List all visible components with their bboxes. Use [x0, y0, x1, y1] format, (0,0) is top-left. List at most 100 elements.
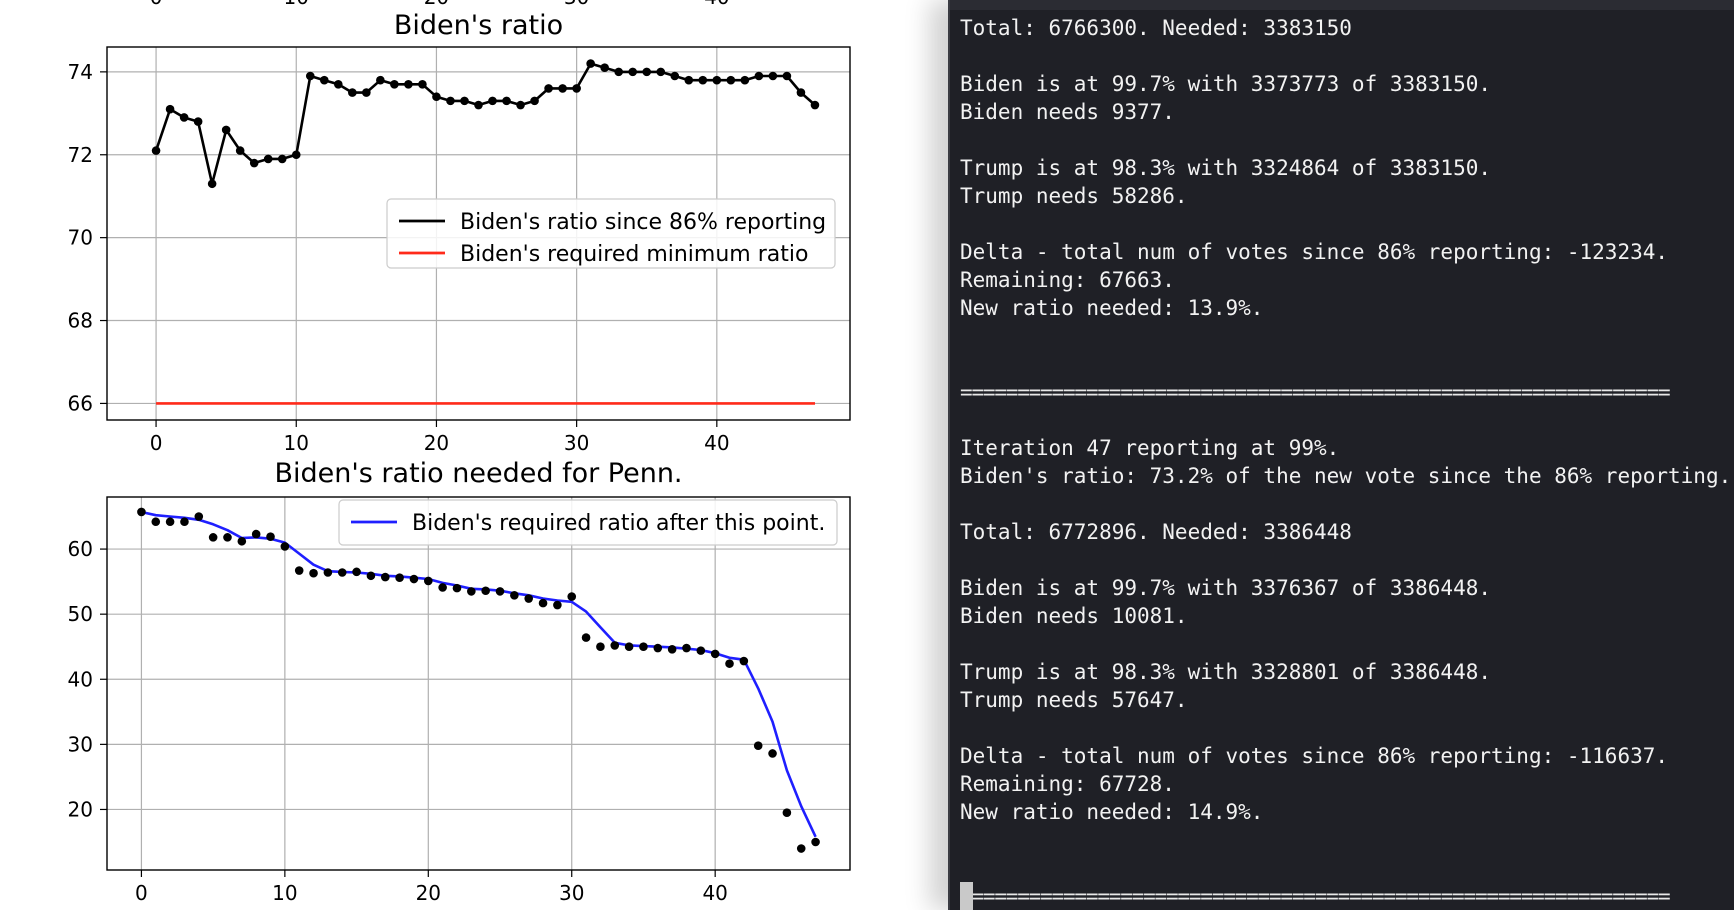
data-point [165, 104, 175, 114]
data-point [280, 542, 290, 551]
data-point [725, 659, 734, 668]
terminal-line [960, 322, 1730, 350]
cropped-tick-label: 0 [150, 0, 163, 9]
y-tick-label: 30 [68, 732, 93, 756]
data-point [614, 67, 623, 77]
terminal-line [960, 350, 1730, 378]
legend-box [386, 198, 836, 269]
data-point [194, 512, 204, 521]
terminal-line [960, 42, 1730, 70]
axes-frame [106, 46, 851, 421]
data-point [753, 741, 763, 750]
figure-canvas: 0 10 20 30 40 66 68 70 72 74 Biden's ratio Biden's … [68, 0, 851, 905]
x-tick-label: 30 [564, 431, 589, 455]
data-point [782, 808, 792, 818]
x-tick-label: 40 [702, 881, 727, 905]
terminal-separator: ========================================… [960, 884, 1671, 908]
y-tick-label: 40 [68, 667, 93, 691]
data-point [516, 100, 525, 110]
terminal-window[interactable]: Total: 6766300. Needed: 3383150 Biden is … [948, 0, 1734, 910]
data-point [309, 568, 318, 578]
data-point [656, 67, 666, 77]
data-point [768, 749, 777, 758]
data-point [323, 568, 333, 577]
data-point [432, 92, 441, 102]
axes-frame [106, 496, 851, 871]
data-point [165, 517, 175, 527]
data-point [682, 643, 691, 653]
x-tick-label: 20 [416, 881, 441, 905]
data-point [438, 583, 447, 592]
legend-label: Biden's required ratio after this point. [412, 511, 825, 536]
data-point [586, 59, 595, 68]
data-point [380, 572, 390, 582]
terminal-line [960, 210, 1730, 238]
data-point [698, 75, 708, 85]
terminal-line: Delta - total num of votes since 86% rep… [960, 744, 1669, 768]
terminal-edge [948, 0, 950, 910]
data-point [524, 594, 534, 603]
data-point [207, 179, 217, 189]
terminal-line [960, 126, 1730, 154]
data-point [446, 96, 455, 106]
legend-label: Biden's ratio since 86% reporting [460, 210, 826, 235]
terminal-line: New ratio needed: 14.9%. [960, 800, 1264, 824]
data-point [684, 75, 694, 85]
data-point [237, 536, 247, 546]
terminal-line: Total: 6766300. Needed: 3383150 [960, 16, 1352, 40]
terminal-line [960, 714, 1730, 742]
y-tick-label: 60 [68, 537, 93, 561]
data-point [567, 592, 577, 601]
data-point [404, 80, 413, 89]
data-point [530, 96, 539, 106]
data-point [670, 71, 680, 81]
data-point [366, 571, 376, 581]
data-point [628, 67, 638, 77]
x-tick-label: 20 [424, 431, 449, 455]
chart-2: 0 10 20 30 40 20 30 40 50 60 Biden's ratio needed … [68, 458, 851, 905]
terminal-line: Biden is at 99.7% with 3373773 of 338315… [960, 72, 1492, 96]
data-point [452, 583, 462, 593]
terminal-title-bar[interactable] [948, 0, 1734, 10]
chart-title: Biden's ratio [394, 10, 563, 41]
data-point [460, 96, 469, 106]
terminal-line: Total: 6772896. Needed: 3386448 [960, 520, 1352, 544]
data-point [495, 587, 505, 596]
data-point [488, 96, 497, 106]
data-point [137, 507, 146, 517]
terminal-line: Remaining: 67663. [960, 268, 1175, 292]
cropped-tick-label: 40 [704, 0, 729, 9]
data-point [712, 75, 722, 85]
y-tick-label: 70 [68, 226, 93, 250]
legend: Biden's required ratio after this point. [338, 499, 838, 546]
terminal-line [960, 546, 1730, 574]
terminal-line [960, 854, 1730, 882]
plot-background [107, 497, 850, 870]
data-point [639, 642, 648, 652]
terminal-line: Trump needs 58286. [960, 184, 1188, 208]
legend-box [338, 499, 838, 546]
terminal-line [960, 826, 1730, 854]
data-point [696, 646, 706, 655]
terminal-line: New ratio needed: 13.9%. [960, 296, 1264, 320]
data-point [223, 533, 232, 542]
data-point [796, 88, 806, 97]
data-point [179, 113, 189, 122]
data-point [395, 573, 404, 583]
terminal-cursor[interactable] [960, 882, 973, 910]
x-tick-label: 0 [135, 881, 148, 905]
data-point [180, 517, 189, 527]
legend: Biden's ratio since 86% reporting Biden's… [386, 198, 836, 269]
data-point [390, 80, 399, 89]
terminal-line [960, 406, 1730, 434]
data-point [208, 533, 218, 542]
data-point [768, 71, 778, 81]
terminal-line: Trump is at 98.3% with 3324864 of 338315… [960, 156, 1492, 180]
data-point [348, 88, 357, 97]
data-point [596, 642, 605, 652]
terminal-line: Trump needs 57647. [960, 688, 1188, 712]
data-point [418, 80, 427, 89]
matplotlib-figure: 0 10 20 30 40 66 68 70 72 74 Biden's ratio Biden's … [67, 0, 851, 905]
data-point [319, 75, 329, 85]
data-point [624, 642, 634, 652]
